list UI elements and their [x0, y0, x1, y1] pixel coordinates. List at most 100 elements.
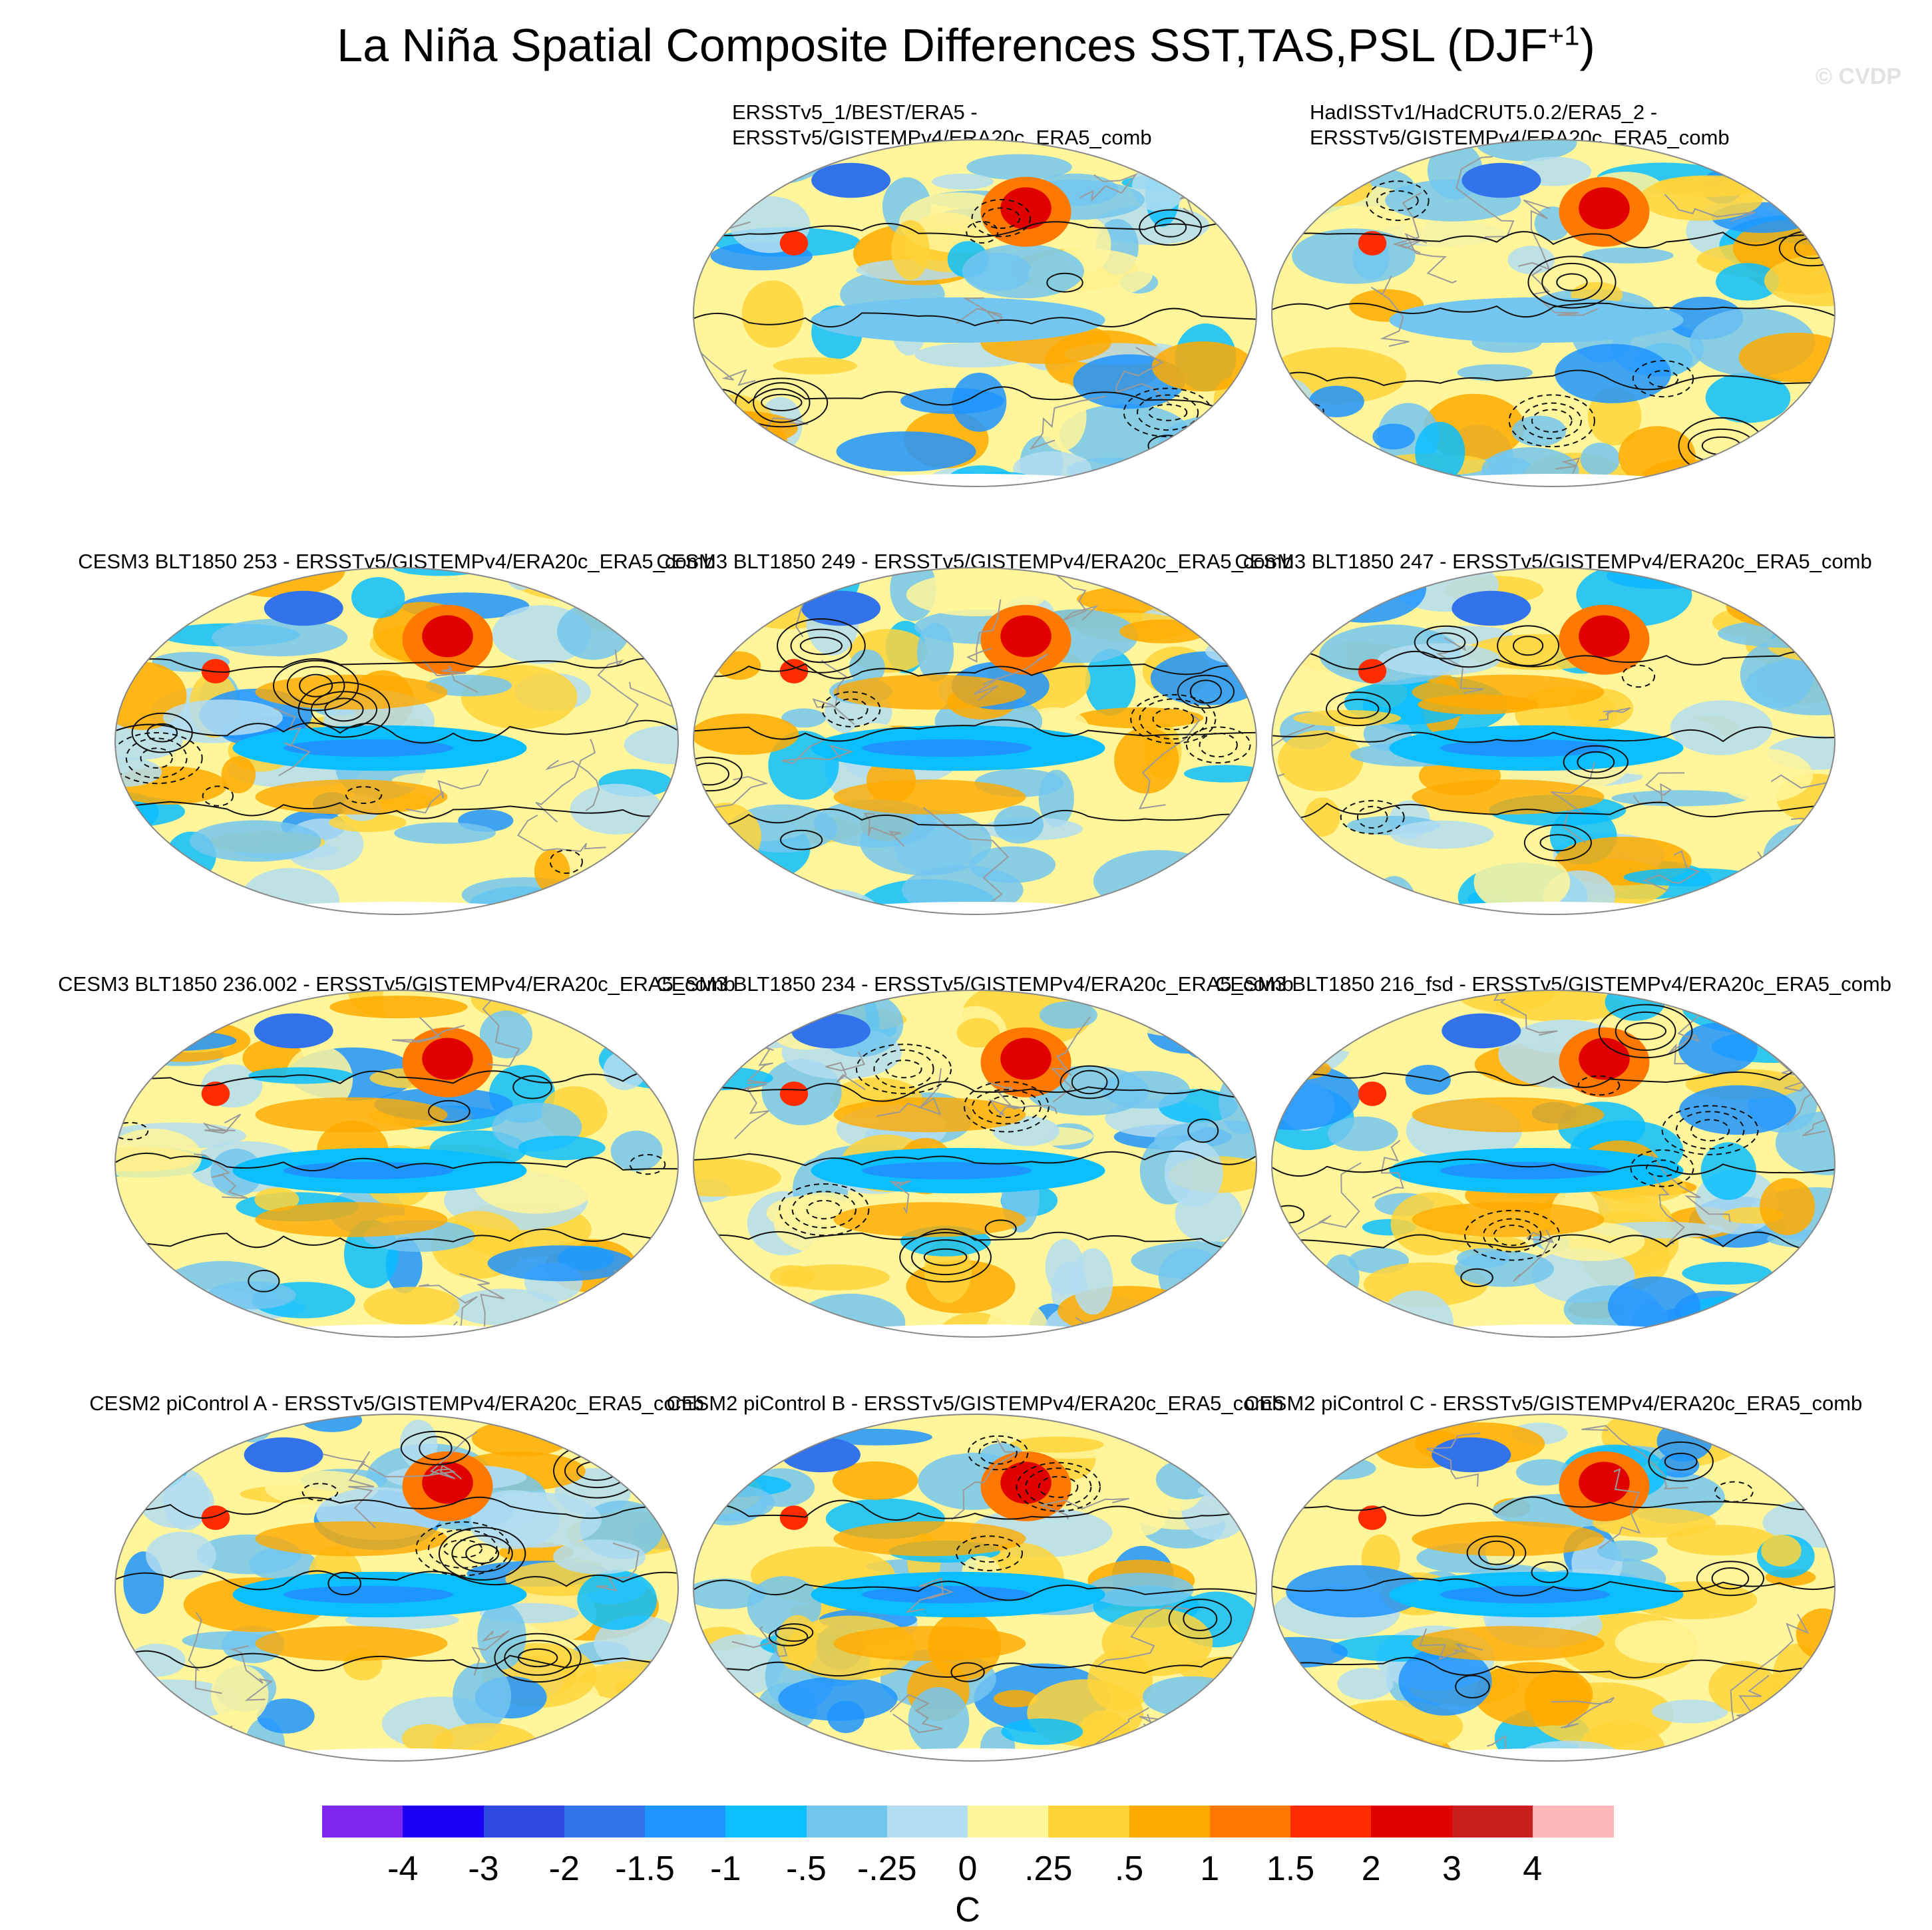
warm-horseshoe — [833, 779, 1026, 815]
cold-anomaly — [1432, 1437, 1511, 1472]
psl-contour-negative — [885, 1059, 922, 1078]
anomaly-patch — [1511, 415, 1567, 447]
coastline — [1079, 172, 1138, 202]
psl-contour-positive — [899, 1231, 992, 1282]
anomaly-patch — [1788, 1707, 1835, 1761]
anomaly-patch — [1454, 1251, 1554, 1287]
cold-tongue-core — [284, 739, 453, 757]
psl-contour-positive — [693, 1499, 1256, 1521]
psl-contour-positive — [438, 1526, 526, 1581]
anomaly-patch — [1717, 618, 1835, 648]
anomaly-patch — [1516, 1459, 1573, 1485]
psl-contour-positive — [1541, 262, 1603, 301]
anomaly-patch — [471, 1491, 602, 1548]
psl-contour-positive — [1577, 751, 1615, 773]
anomaly-patch — [487, 1245, 634, 1281]
warm-anomaly-core — [422, 615, 473, 657]
coastline — [1770, 774, 1835, 827]
warm-horseshoe — [1412, 1521, 1605, 1556]
anomaly-patch — [1761, 1534, 1802, 1567]
anomaly-patch — [115, 1128, 202, 1185]
cold-anomaly — [791, 1013, 870, 1048]
coastline — [1179, 142, 1243, 218]
anomaly-patch — [1678, 1022, 1758, 1074]
anomaly-patch — [1768, 1713, 1816, 1731]
map-border — [114, 989, 679, 1338]
anomaly-patch — [1390, 820, 1494, 849]
anomaly-patch — [693, 1268, 768, 1330]
warm-horseshoe — [1412, 779, 1605, 815]
psl-contour-negative — [125, 737, 188, 779]
colorbar — [322, 1806, 1614, 1837]
coastline — [1668, 1012, 1700, 1064]
psl-contour-negative — [972, 1088, 1042, 1125]
map-panel — [693, 1413, 1257, 1762]
anomaly-patch — [1158, 1247, 1224, 1306]
colorbar-box — [725, 1806, 807, 1837]
anomaly-patch — [1337, 1667, 1394, 1700]
warm-anomaly-core — [1579, 187, 1630, 229]
coastline — [535, 738, 596, 823]
psl-contour-positive — [923, 1248, 968, 1266]
psl-contour-positive — [984, 1219, 1017, 1238]
anomaly-patch — [1405, 1064, 1451, 1095]
coastline — [629, 681, 678, 743]
psl-contour-positive — [1426, 632, 1466, 652]
coastline — [614, 1269, 658, 1301]
psl-contour-positive — [776, 618, 866, 674]
psl-contour-positive — [451, 1535, 513, 1573]
anomaly-patch — [917, 622, 954, 681]
anomaly-patch — [1742, 990, 1835, 1029]
psl-contour-positive — [1272, 369, 1835, 390]
warm-anomaly — [779, 1081, 809, 1106]
anomaly-patch — [1760, 1177, 1816, 1235]
anomaly-patch — [115, 1030, 237, 1051]
coastline — [1650, 1153, 1731, 1222]
colorbar-box — [1048, 1806, 1129, 1837]
anomaly-patch — [461, 664, 578, 729]
anomaly-patch — [1473, 1661, 1593, 1727]
anomaly-patch — [956, 1018, 1000, 1048]
anomaly-patch — [1756, 1290, 1828, 1337]
psl-contour-positive — [494, 1633, 582, 1682]
anomaly-patch — [632, 998, 677, 1031]
psl-contour-negative — [1199, 732, 1238, 757]
cold-anomaly — [811, 162, 891, 198]
coastline — [596, 1542, 640, 1591]
psl-contour-positive — [1272, 302, 1835, 317]
psl-contour-negative — [873, 1049, 934, 1089]
anomaly-patch — [210, 1664, 269, 1724]
psl-contour-negative — [1340, 799, 1405, 835]
psl-contour-negative — [1139, 697, 1207, 739]
map-border — [1271, 989, 1835, 1338]
anomaly-patch — [1615, 1620, 1712, 1663]
anomaly-patch — [921, 1436, 982, 1454]
warm-anomaly-core — [1000, 615, 1052, 657]
psl-contour-negative — [629, 1153, 666, 1175]
anomaly-patch — [624, 725, 678, 764]
coastline — [422, 659, 479, 693]
psl-contour-negative — [1038, 1475, 1079, 1498]
psl-contour-negative — [1185, 726, 1251, 763]
anomaly-patch — [623, 1258, 665, 1292]
anomaly-patch — [778, 1676, 898, 1721]
anomaly-patch — [433, 1722, 539, 1761]
psl-contour-positive — [1177, 674, 1235, 709]
psl-contour-positive — [1531, 1561, 1569, 1583]
psl-contour-negative — [1016, 1461, 1101, 1512]
anomaly-patch — [1582, 247, 1674, 264]
anomaly-patch — [1308, 1303, 1410, 1332]
coastline — [693, 775, 769, 828]
coastline — [863, 812, 905, 847]
psl-contour-positive — [115, 658, 678, 673]
psl-contour-positive — [1272, 1158, 1835, 1177]
map-panel — [1271, 1413, 1835, 1762]
colorbar-units: C — [955, 1891, 980, 1929]
coastline — [597, 648, 639, 724]
antarctica — [198, 1748, 595, 1761]
cold-tongue-core — [284, 1585, 453, 1603]
warm-anomaly-core — [422, 1038, 473, 1079]
psl-contour-positive — [693, 1150, 1256, 1166]
coastline — [115, 1037, 128, 1056]
warm-horseshoe — [833, 1625, 1026, 1661]
